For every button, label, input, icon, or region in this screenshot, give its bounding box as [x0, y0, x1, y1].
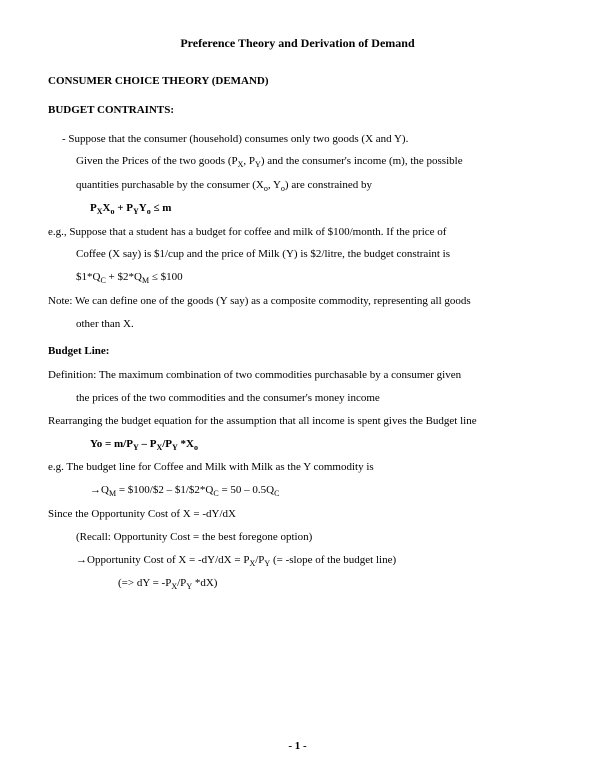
- text: e.g. The budget line for Coffee and Milk…: [48, 461, 374, 473]
- equation-budget-line: Yo = m/PY – PX/PY *Xo: [48, 434, 547, 455]
- para-suppose-consumer: - Suppose that the consumer (household) …: [48, 129, 547, 150]
- text: /P: [162, 438, 172, 450]
- text: the prices of the two commodities and th…: [76, 392, 380, 404]
- sub: M: [142, 277, 149, 286]
- text: (Recall: Opportunity Cost = the best for…: [76, 531, 312, 543]
- text: Definition: The maximum combination of t…: [48, 369, 461, 381]
- para-rearranging: Rearranging the budget equation for the …: [48, 411, 547, 432]
- para-quantities: quantities purchasable by the consumer (…: [48, 175, 547, 196]
- para-prices-income: the prices of the two commodities and th…: [48, 388, 547, 409]
- text: →Q: [90, 484, 109, 496]
- para-coffee-price: Coffee (X say) is $1/cup and the price o…: [48, 244, 547, 265]
- text: Coffee (X say) is $1/cup and the price o…: [76, 248, 450, 260]
- para-note-composite: Note: We can define one of the goods (Y …: [48, 291, 547, 312]
- text: Note: We can define one of the goods (Y …: [48, 295, 471, 307]
- para-given-prices: Given the Prices of the two goods (PX, P…: [48, 151, 547, 172]
- sub: o: [194, 443, 198, 452]
- text: , Y: [268, 179, 281, 191]
- text: Yo = m/P: [90, 438, 133, 450]
- para-definition: Definition: The maximum combination of t…: [48, 365, 547, 386]
- heading-consumer-choice: CONSUMER CHOICE THEORY (DEMAND): [48, 71, 547, 92]
- text: ≤ m: [151, 202, 172, 214]
- heading-budget-line: Budget Line:: [48, 341, 547, 362]
- text: ≤ $100: [149, 271, 183, 283]
- text: (= -slope of the budget line): [270, 554, 396, 566]
- para-recall-opp-cost: (Recall: Opportunity Cost = the best for…: [48, 527, 547, 548]
- para-opp-cost-slope: →Opportunity Cost of X = -dY/dX = PX/PY …: [48, 550, 547, 571]
- text: other than X.: [76, 318, 134, 330]
- para-eg-budget-line: e.g. The budget line for Coffee and Milk…: [48, 457, 547, 478]
- sub: M: [109, 490, 116, 499]
- text: Given the Prices of the two goods (P: [76, 155, 238, 167]
- text: - Suppose that the consumer (household) …: [62, 133, 408, 145]
- text: , P: [243, 155, 255, 167]
- text: = $100/$2 – $1/$2*Q: [116, 484, 213, 496]
- equation-constraint: PXXo + PYYo ≤ m: [48, 198, 547, 219]
- para-opportunity-cost: Since the Opportunity Cost of X = -dY/dX: [48, 504, 547, 525]
- text: + $2*Q: [106, 271, 142, 283]
- text: e.g., Suppose that a student has a budge…: [48, 226, 446, 238]
- para-other-than-x: other than X.: [48, 314, 547, 335]
- para-eg-student: e.g., Suppose that a student has a budge…: [48, 222, 547, 243]
- page-number: - 1 -: [0, 740, 595, 752]
- text: →Opportunity Cost of X = -dY/dX = P: [76, 554, 249, 566]
- sub: C: [274, 490, 279, 499]
- text: ) and the consumer's income (m), the pos…: [261, 155, 463, 167]
- text: – P: [139, 438, 157, 450]
- heading-budget-constraints: BUDGET CONTRAINTS:: [48, 100, 547, 121]
- text: ) are constrained by: [285, 179, 372, 191]
- text: = 50 – 0.5Q: [219, 484, 274, 496]
- text: + P: [114, 202, 133, 214]
- text: /P: [177, 577, 186, 589]
- text: (=> dY = -P: [118, 577, 171, 589]
- equation-coffee-milk: $1*QC + $2*QM ≤ $100: [48, 267, 547, 288]
- document-page: Preference Theory and Derivation of Dema…: [0, 0, 595, 616]
- text: quantities purchasable by the consumer (…: [76, 179, 264, 191]
- page-title: Preference Theory and Derivation of Dema…: [48, 32, 547, 55]
- para-dy-equation: (=> dY = -PX/PY *dX): [48, 573, 547, 594]
- text: Since the Opportunity Cost of X = -dY/dX: [48, 508, 236, 520]
- text: *X: [178, 438, 194, 450]
- text: *dX): [192, 577, 217, 589]
- text: $1*Q: [76, 271, 100, 283]
- text: Rearranging the budget equation for the …: [48, 415, 477, 427]
- text: Y: [139, 202, 147, 214]
- text: P: [90, 202, 97, 214]
- equation-qm: →QM = $100/$2 – $1/$2*QC = 50 – 0.5QC: [48, 480, 547, 501]
